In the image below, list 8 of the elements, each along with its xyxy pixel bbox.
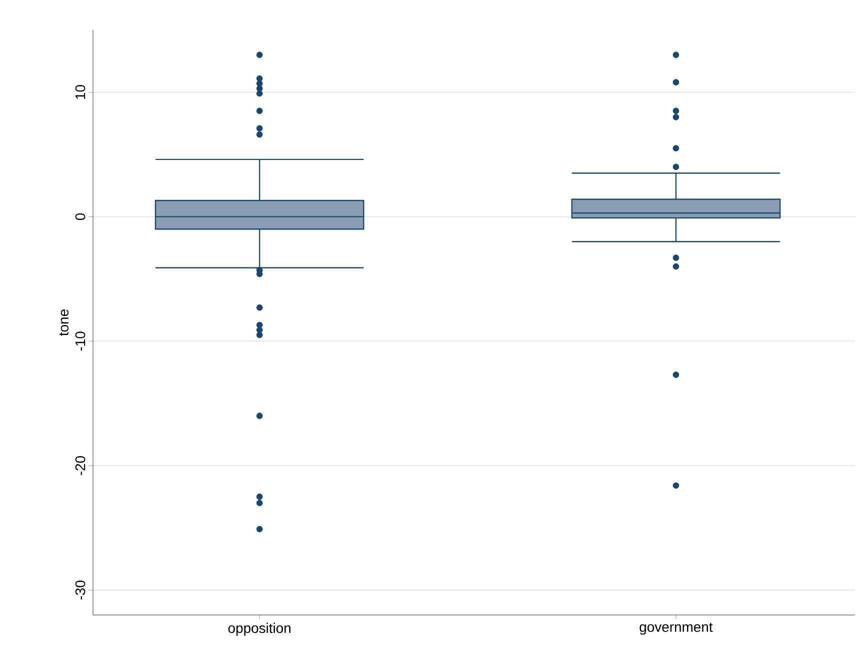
y-tick-label: -10 <box>75 332 86 351</box>
x-tick-label: opposition <box>228 622 290 636</box>
y-tick-label: 10 <box>75 85 86 99</box>
x-tick-label: government <box>640 622 713 635</box>
y-axis-title: tone <box>59 310 69 336</box>
y-tick-label: -30 <box>75 580 86 600</box>
y-tick-label: 0 <box>75 213 86 220</box>
y-tick-label: -20 <box>75 456 86 476</box>
